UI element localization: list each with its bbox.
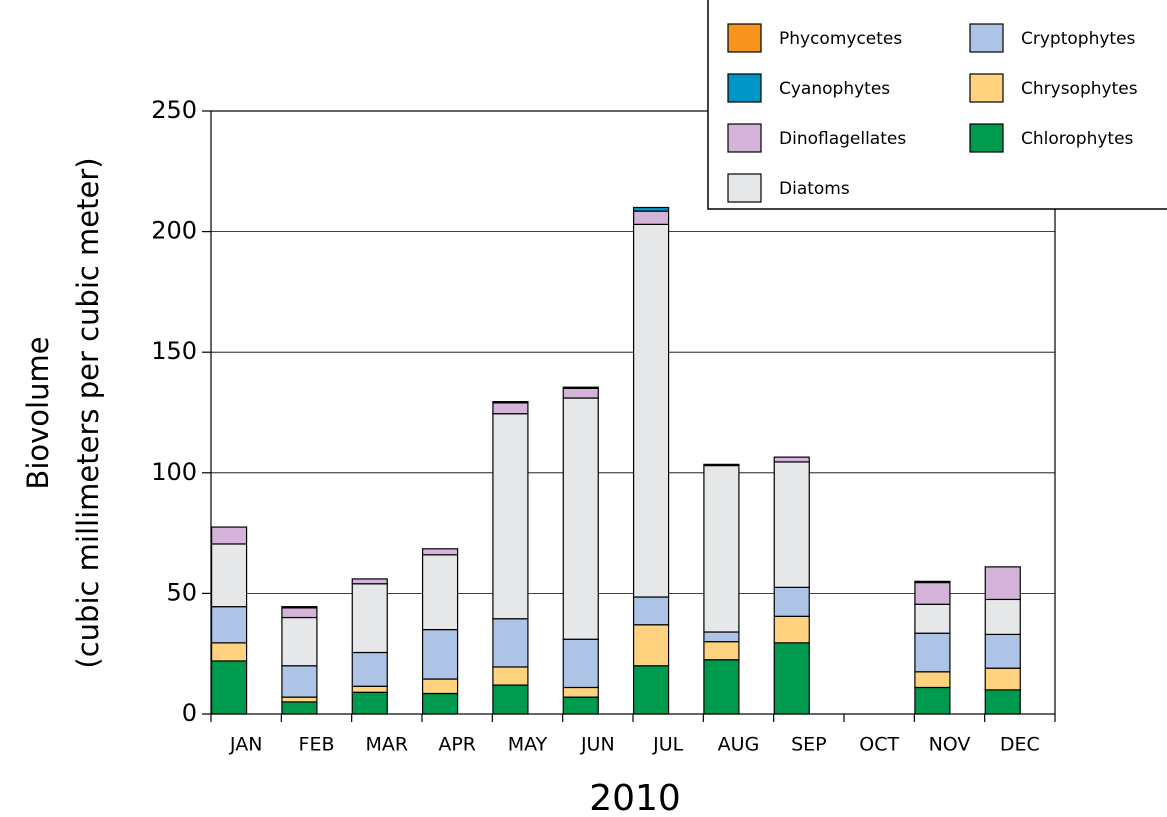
bar-segment [703, 641, 740, 661]
bar-segment [492, 618, 529, 668]
bar-segment [562, 386, 599, 389]
legend-swatch [727, 173, 762, 203]
legend-swatch [727, 123, 762, 153]
bar-segment [914, 686, 951, 715]
bar-segment [421, 554, 459, 631]
bar-segment [281, 616, 318, 667]
bar-segment [281, 701, 318, 715]
bar-segment [914, 632, 951, 673]
bar-segment [773, 586, 810, 617]
legend-label: Diatoms [779, 179, 850, 199]
x-tick-label: JAN [229, 734, 262, 756]
legend-swatch [969, 123, 1004, 153]
bar-segment [773, 615, 810, 644]
bar-segment [210, 543, 248, 608]
x-tick-label: JUN [580, 734, 615, 756]
bar-segment [351, 691, 388, 715]
bar-segment [281, 607, 318, 619]
bar-segment [914, 671, 951, 689]
bar-segment [914, 603, 951, 634]
x-tick-label: NOV [929, 734, 971, 756]
bar-segment [773, 456, 810, 463]
bar-segment [421, 678, 459, 695]
bar-segment [351, 583, 388, 654]
bar-segment [703, 659, 740, 715]
y-tick-label: 200 [151, 217, 197, 245]
y-tick-label: 250 [151, 96, 197, 124]
bar-segment [492, 402, 529, 415]
x-tick-label: DEC [1000, 734, 1040, 756]
bar-segment [210, 606, 248, 644]
plot-frame [210, 110, 1056, 715]
x-tick-label: AUG [718, 734, 760, 756]
y-tick-label: 100 [151, 458, 197, 486]
bar-segment [210, 660, 248, 715]
x-tick-label: APR [438, 734, 476, 756]
bar-segment [421, 692, 459, 715]
legend-label: Dinoflagellates [779, 129, 906, 149]
bar-segment [562, 686, 599, 698]
bar-segment [914, 581, 951, 605]
x-axis-title: 2010 [589, 778, 681, 817]
bar-segment [492, 401, 529, 404]
legend-label: Cyanophytes [779, 79, 890, 99]
x-tick-label: OCT [859, 734, 899, 756]
legend-label: Phycomycetes [779, 29, 902, 49]
bar-segment [632, 210, 670, 225]
legend-box [707, 0, 1167, 210]
legend-label: Chlorophytes [1021, 129, 1134, 149]
y-axis-title: Biovolume [21, 336, 55, 489]
y-axis-title: (cubic millimeters per cubic meter) [71, 157, 105, 668]
bar-segment [703, 463, 740, 467]
x-tick-label: MAR [366, 734, 409, 756]
legend-swatch [969, 73, 1004, 103]
bar-segment [703, 464, 740, 633]
y-tick-label: 150 [151, 337, 197, 365]
bar-segment [562, 387, 599, 399]
bar-segment [632, 665, 670, 715]
x-tick-label: FEB [299, 734, 335, 756]
bar-segment [210, 642, 248, 662]
y-tick-label: 0 [182, 699, 197, 727]
bar-segment [351, 685, 388, 693]
bar-segment [210, 526, 248, 545]
bar-segment [562, 397, 599, 640]
bar-segment [492, 684, 529, 715]
bar-segment [773, 642, 810, 715]
bar-segment [984, 598, 1021, 636]
bar-segment [351, 651, 388, 687]
x-tick-label: MAY [508, 734, 548, 756]
bar-segment [703, 631, 740, 643]
bar-segment [281, 665, 318, 698]
x-tick-label: JUL [652, 734, 684, 756]
x-tick-label: SEP [791, 734, 827, 756]
bar-segment [914, 580, 951, 584]
bar-segment [281, 606, 318, 609]
bar-segment [421, 628, 459, 680]
bar-segment [632, 223, 670, 598]
bar-segment [562, 696, 599, 715]
bar-segment [421, 548, 459, 556]
legend-swatch [727, 23, 762, 53]
bar-segment [492, 666, 529, 686]
y-tick-label: 50 [166, 578, 197, 606]
legend-label: Chrysophytes [1021, 79, 1138, 99]
bar-segment [984, 667, 1021, 691]
bar-segment [984, 689, 1021, 715]
bar-segment [492, 413, 529, 620]
bar-segment [632, 624, 670, 667]
bar-segment [984, 566, 1021, 601]
bar-segment [281, 696, 318, 703]
legend-swatch [727, 73, 762, 103]
legend-label: Cryptophytes [1021, 29, 1136, 49]
bar-segment [632, 206, 670, 212]
bar-segment [773, 461, 810, 588]
legend-swatch [969, 23, 1004, 53]
bar-segment [562, 638, 599, 689]
bar-segment [984, 633, 1021, 669]
bar-segment [632, 596, 670, 626]
bar-segment [351, 578, 388, 585]
